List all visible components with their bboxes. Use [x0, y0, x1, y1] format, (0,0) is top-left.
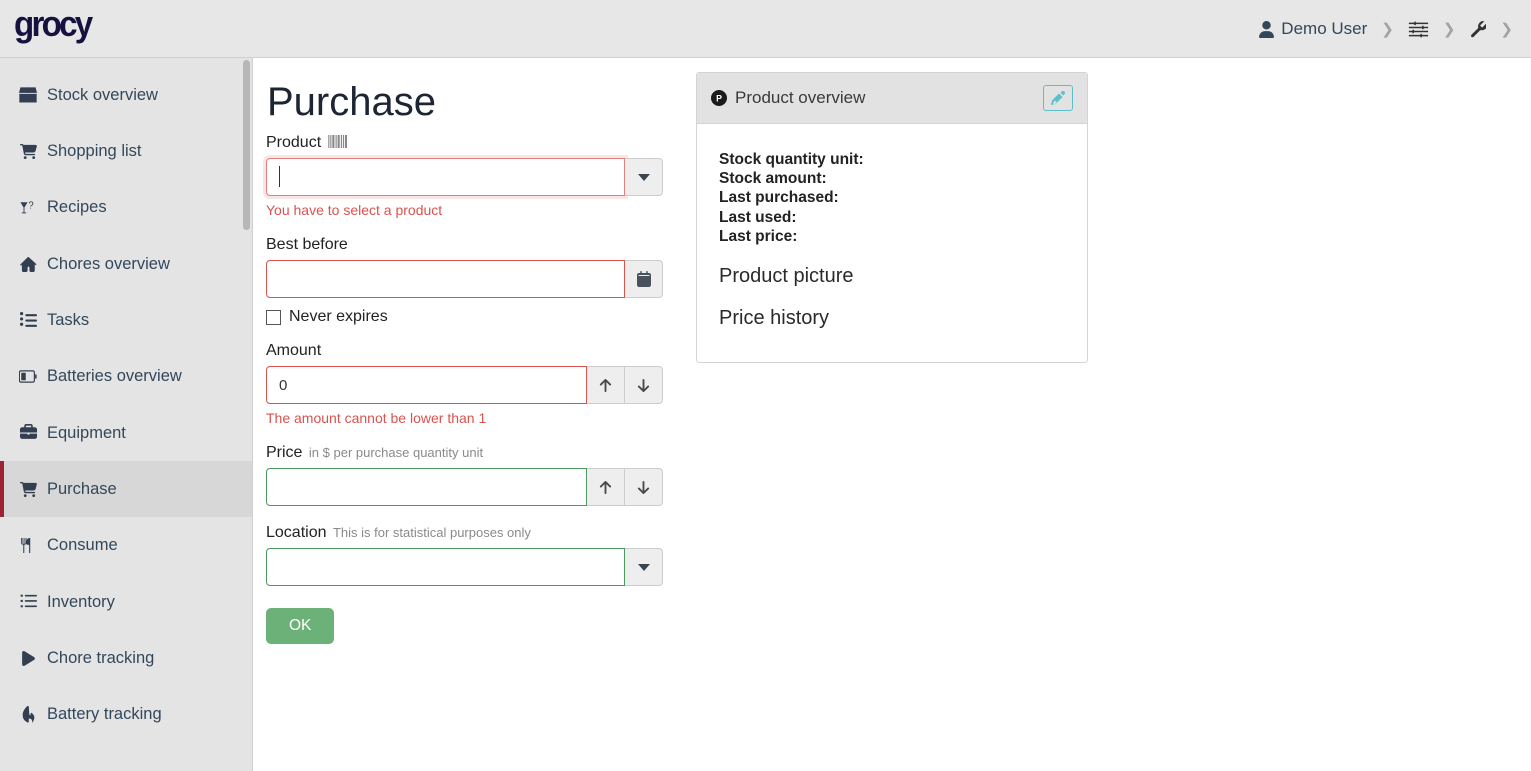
svg-text:P: P: [716, 94, 722, 104]
